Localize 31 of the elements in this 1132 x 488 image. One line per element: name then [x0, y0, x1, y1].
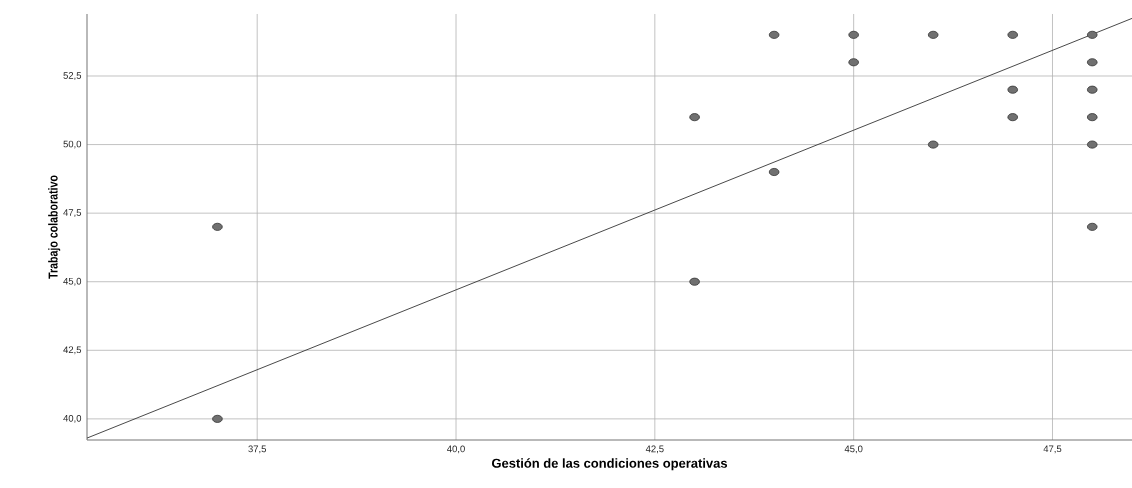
y-tick-label: 52,5: [63, 72, 82, 80]
point: [927, 140, 939, 149]
point: [689, 113, 700, 122]
point: [1086, 30, 1098, 39]
y-tick-label: 50,0: [63, 140, 82, 149]
point: [1086, 113, 1098, 122]
point: [212, 222, 223, 231]
x-tick-label: 37,5: [248, 445, 267, 454]
x-tick-label: 42,5: [645, 445, 664, 454]
x-axis-title: Gestión de las condiciones operativas: [492, 458, 728, 471]
x-tick-label: 47,5: [1043, 445, 1062, 454]
y-tick-label: 42,5: [63, 346, 82, 355]
y-tick-label: 45,0: [63, 277, 82, 286]
point: [689, 277, 700, 286]
point: [1086, 58, 1098, 67]
point: [848, 58, 859, 67]
point: [1007, 30, 1018, 39]
x-tick-label: 40,0: [447, 445, 465, 454]
y-tick-label: 40,0: [63, 414, 82, 423]
point: [1086, 222, 1098, 231]
point: [768, 30, 780, 39]
y-tick-label: 47,5: [63, 209, 82, 218]
point: [1086, 85, 1098, 94]
point: [848, 30, 859, 39]
point: [212, 414, 223, 423]
point: [1007, 113, 1018, 122]
y-axis-title: Trabajo colaborativo: [48, 175, 61, 279]
x-tick-label: 45,0: [844, 445, 863, 454]
point: [1086, 140, 1098, 149]
point: [927, 30, 939, 39]
point: [1007, 85, 1018, 94]
